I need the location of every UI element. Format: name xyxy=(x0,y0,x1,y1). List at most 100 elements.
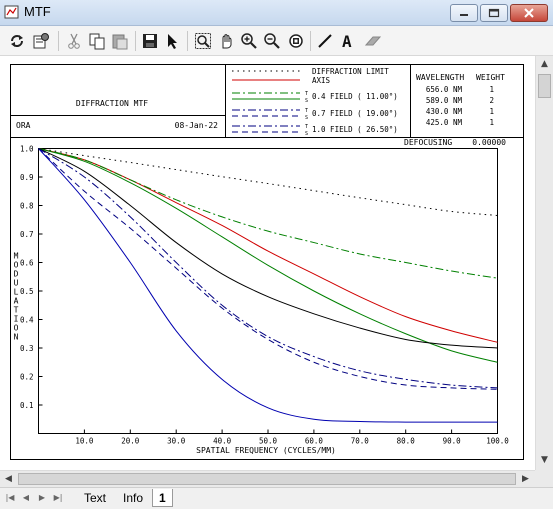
y-tick-label: 0.2 xyxy=(20,373,34,382)
x-tick-label: 90.0 xyxy=(443,437,462,446)
window-title: MTF xyxy=(24,4,51,19)
y-axis-label-letter: O xyxy=(14,261,19,270)
tab-text[interactable]: Text xyxy=(84,491,107,505)
y-axis-label-letter: M xyxy=(14,252,19,261)
scroll-left-arrow-icon[interactable]: ◀ xyxy=(5,474,12,484)
zoom-in-button[interactable] xyxy=(238,30,260,52)
minimize-button[interactable] xyxy=(450,4,478,22)
x-tick-label: 30.0 xyxy=(167,437,186,446)
cut-icon xyxy=(68,33,80,49)
zoom-in-icon xyxy=(241,33,257,49)
legend-tangential-marker: T xyxy=(305,91,308,97)
minimize-icon xyxy=(460,14,468,16)
scroll-corner xyxy=(535,470,553,487)
series-line-0-7-field-s xyxy=(38,148,498,349)
prev-tab-icon[interactable]: ◀ xyxy=(22,493,30,502)
legend-label: DIFFRACTION LIMIT xyxy=(312,67,389,76)
scroll-right-arrow-icon[interactable]: ▶ xyxy=(522,474,529,484)
series-line-0-4-field-s xyxy=(38,148,498,363)
y-tick-label: 0.9 xyxy=(20,173,34,182)
x-tick-label: 50.0 xyxy=(259,437,278,446)
toolbar: A xyxy=(0,26,553,56)
x-axis-label: SPATIAL FREQUENCY (CYCLES/MM) xyxy=(196,446,336,455)
pan-icon xyxy=(222,34,232,49)
toolbar-separator xyxy=(187,31,188,51)
cut-button[interactable] xyxy=(63,30,85,52)
zoom-box-icon xyxy=(195,33,211,49)
settings-button[interactable] xyxy=(30,30,52,52)
x-tick-label: 10.0 xyxy=(75,437,94,446)
copy-button[interactable] xyxy=(86,30,108,52)
refresh-icon xyxy=(11,35,23,47)
axis-ticks: 10.0 20.0 30.0 40.0 50.0 60.0 70.0 80.0 90.0 100.… xyxy=(20,145,509,446)
toolbar-separator xyxy=(310,31,311,51)
series-line-1-0-field-t xyxy=(38,148,498,423)
y-tick-label: 0.4 xyxy=(20,316,34,325)
pointer-icon xyxy=(168,34,177,49)
print-preview-icon xyxy=(289,34,303,48)
y-tick-label: 0.8 xyxy=(20,202,34,211)
line-tool-button[interactable] xyxy=(314,30,336,52)
close-button[interactable] xyxy=(510,4,548,22)
y-axis-label-letter: O xyxy=(14,324,19,333)
last-tab-icon[interactable]: ▶| xyxy=(53,493,63,502)
horizontal-scrollbar[interactable]: ◀ ▶ xyxy=(0,470,535,487)
x-tick-label: 20.0 xyxy=(121,437,140,446)
maximize-button[interactable] xyxy=(480,4,508,22)
y-axis-label-letter: U xyxy=(14,279,19,288)
legend-label: AXIS xyxy=(312,76,331,85)
wavelength-value: 425.0 NM xyxy=(426,118,463,127)
wavelength-value: 656.0 NM xyxy=(426,85,463,94)
tab-info[interactable]: Info xyxy=(123,491,144,505)
y-tick-label: 1.0 xyxy=(20,145,34,154)
vertical-scroll-thumb[interactable] xyxy=(538,74,551,98)
legend-sagittal-marker: S xyxy=(305,98,308,104)
save-button[interactable] xyxy=(139,30,161,52)
print-preview-button[interactable] xyxy=(285,30,307,52)
plot-frame xyxy=(38,148,498,434)
weight-header: WEIGHT xyxy=(476,73,505,82)
x-tick-label: 60.0 xyxy=(305,437,324,446)
y-tick-label: 0.7 xyxy=(20,230,34,239)
plot-canvas: DIFFRACTION MTF ORA 08-Jan-22 DIFFRACTIO… xyxy=(0,56,535,470)
page-frame xyxy=(10,64,524,460)
toolbar-separator xyxy=(58,31,59,51)
text-tool-button[interactable]: A xyxy=(337,30,359,52)
legend-label: 0.4 FIELD ( 11.00°) xyxy=(312,92,398,101)
eraser-button[interactable] xyxy=(362,30,384,52)
toolbar-separator xyxy=(135,31,136,51)
y-tick-label: 0.1 xyxy=(20,401,34,410)
next-tab-icon[interactable]: ▶ xyxy=(38,493,46,502)
wavelength-value: 589.0 NM xyxy=(426,96,463,105)
wavelength-table: 656.0 NM 1 589.0 NM 2 430.0 NM 1 425.0 NM 1 xyxy=(426,85,494,127)
refresh-button[interactable] xyxy=(6,30,28,52)
paste-button[interactable] xyxy=(109,30,131,52)
project-name: ORA xyxy=(16,121,31,130)
maximize-icon xyxy=(488,8,500,18)
tab-graph[interactable]: 1 xyxy=(152,489,173,507)
legend-sagittal-marker: S xyxy=(305,115,308,121)
chart-title: DIFFRACTION MTF xyxy=(76,99,148,108)
y-tick-label: 0.6 xyxy=(20,259,34,268)
legend-tangential-marker: T xyxy=(305,124,308,130)
series-line-1-0-field-s xyxy=(38,148,498,389)
vertical-scrollbar[interactable]: ▲ ▼ xyxy=(535,56,553,470)
first-tab-icon[interactable]: |◀ xyxy=(5,493,15,502)
legend-label: 1.0 FIELD ( 26.50°) xyxy=(312,125,398,134)
pan-button[interactable] xyxy=(215,30,237,52)
y-axis-label-letter: N xyxy=(14,333,19,342)
zoom-out-icon xyxy=(264,33,280,49)
horizontal-scroll-thumb[interactable] xyxy=(18,473,516,485)
scroll-down-arrow-icon[interactable]: ▼ xyxy=(541,455,548,465)
defocusing-value: 0.00000 xyxy=(472,138,506,147)
text-tool-icon: A xyxy=(342,32,352,50)
zoom-out-button[interactable] xyxy=(261,30,283,52)
save-icon xyxy=(143,34,157,48)
zoom-box-button[interactable] xyxy=(192,30,214,52)
legend-label: 0.7 FIELD ( 19.00°) xyxy=(312,109,398,118)
close-icon xyxy=(524,8,534,18)
pointer-button[interactable] xyxy=(162,30,184,52)
scroll-up-arrow-icon[interactable]: ▲ xyxy=(541,59,548,69)
